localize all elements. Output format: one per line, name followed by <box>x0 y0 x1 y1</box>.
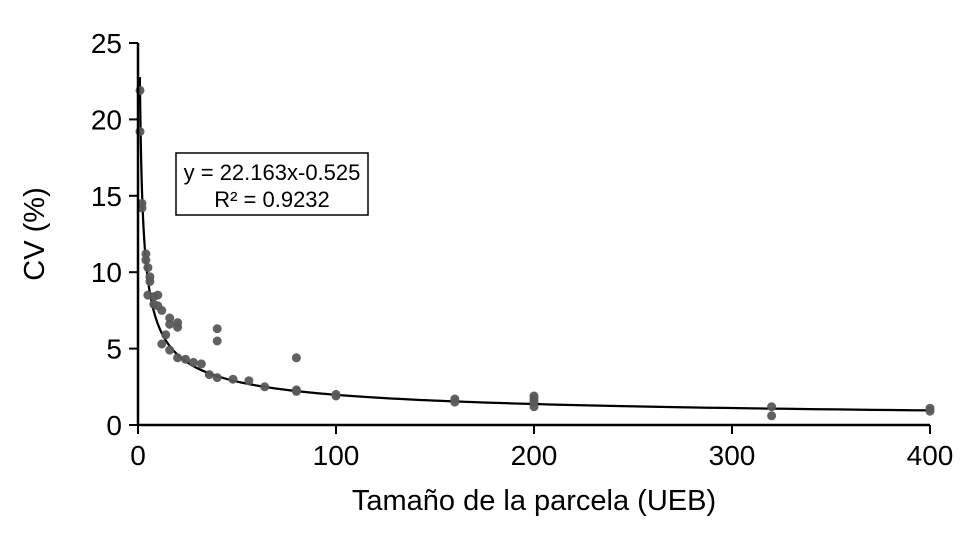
scatter-points <box>135 85 935 421</box>
svg-text:400: 400 <box>907 440 954 471</box>
svg-text:0: 0 <box>130 440 146 471</box>
x-axis-title: Tamaño de la parcela (UEB) <box>352 485 716 517</box>
svg-text:5: 5 <box>106 334 122 365</box>
equation-annotation: y = 22.163x-0.525 R² = 0.9232 <box>175 152 369 216</box>
equation-box <box>175 152 369 216</box>
svg-text:0: 0 <box>106 410 122 441</box>
equation-line: y = 22.163x-0.525 <box>184 160 361 185</box>
y-axis-title: CV (%) <box>19 187 51 280</box>
svg-text:300: 300 <box>709 440 756 471</box>
axes <box>136 43 930 427</box>
svg-text:15: 15 <box>91 181 122 212</box>
svg-text:100: 100 <box>313 440 360 471</box>
r-squared-line: R² = 0.9232 <box>214 187 330 212</box>
power-trendline <box>138 77 931 412</box>
svg-text:20: 20 <box>91 104 122 135</box>
svg-text:200: 200 <box>511 440 558 471</box>
axis-ticks-and-labels: 0 100 200 300 400 0 5 10 15 20 25 <box>91 28 954 471</box>
svg-text:10: 10 <box>91 257 122 288</box>
svg-text:25: 25 <box>91 28 122 59</box>
